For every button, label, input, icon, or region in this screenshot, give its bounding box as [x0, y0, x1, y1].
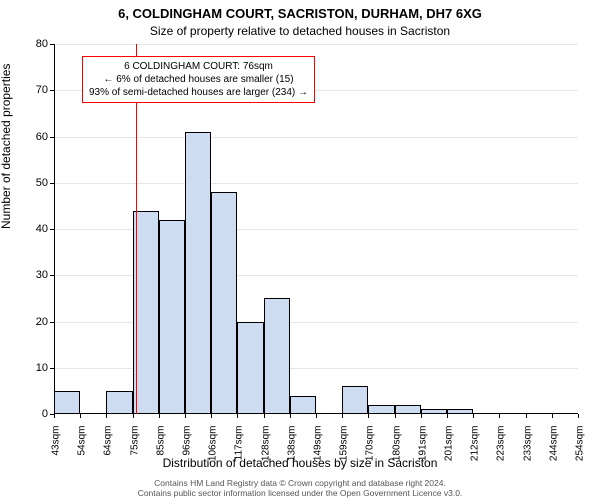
- xtick-mark: [447, 414, 448, 418]
- ytick-label: 60: [0, 131, 48, 143]
- ytick-label: 20: [0, 316, 48, 328]
- histogram-bar: [185, 132, 211, 414]
- annotation-box: 6 COLDINGHAM COURT: 76sqm ← 6% of detach…: [82, 56, 315, 103]
- chart-title-main: 6, COLDINGHAM COURT, SACRISTON, DURHAM, …: [0, 6, 600, 21]
- xtick-mark: [526, 414, 527, 418]
- histogram-bar: [395, 405, 421, 414]
- xtick-mark: [106, 414, 107, 418]
- histogram-bar: [54, 391, 80, 414]
- histogram-bar: [106, 391, 132, 414]
- xtick-mark: [80, 414, 81, 418]
- xtick-mark: [264, 414, 265, 418]
- ytick-label: 50: [0, 177, 48, 189]
- ytick-label: 0: [0, 408, 48, 420]
- histogram-bar: [342, 386, 368, 414]
- xtick-mark: [290, 414, 291, 418]
- histogram-bar: [264, 298, 290, 414]
- ytick-mark: [50, 229, 54, 230]
- xtick-mark: [473, 414, 474, 418]
- ytick-mark: [50, 275, 54, 276]
- xtick-mark: [368, 414, 369, 418]
- ytick-label: 40: [0, 223, 48, 235]
- ytick-label: 70: [0, 84, 48, 96]
- histogram-bar: [421, 409, 447, 414]
- histogram-bar: [447, 409, 473, 414]
- xtick-mark: [54, 414, 55, 418]
- histogram-bar: [237, 322, 263, 415]
- annotation-line3: 93% of semi-detached houses are larger (…: [89, 86, 308, 99]
- annotation-line2: ← 6% of detached houses are smaller (15): [89, 73, 308, 86]
- xtick-mark: [578, 414, 579, 418]
- x-axis-label: Distribution of detached houses by size …: [0, 456, 600, 470]
- xtick-mark: [421, 414, 422, 418]
- xtick-mark: [395, 414, 396, 418]
- ytick-label: 30: [0, 269, 48, 281]
- gridline: [55, 137, 578, 138]
- ytick-mark: [50, 322, 54, 323]
- histogram-bar: [368, 405, 394, 414]
- histogram-bar: [290, 396, 316, 415]
- chart-title-sub: Size of property relative to detached ho…: [0, 24, 600, 38]
- xtick-mark: [316, 414, 317, 418]
- xtick-mark: [185, 414, 186, 418]
- ytick-mark: [50, 90, 54, 91]
- ytick-mark: [50, 368, 54, 369]
- ytick-label: 10: [0, 362, 48, 374]
- footer-attribution: Contains HM Land Registry data © Crown c…: [0, 478, 600, 498]
- chart-root: 6, COLDINGHAM COURT, SACRISTON, DURHAM, …: [0, 0, 600, 500]
- xtick-mark: [211, 414, 212, 418]
- footer-line1: Contains HM Land Registry data © Crown c…: [0, 478, 600, 488]
- annotation-line1: 6 COLDINGHAM COURT: 76sqm: [89, 60, 308, 73]
- histogram-bar: [211, 192, 237, 414]
- xtick-mark: [237, 414, 238, 418]
- xtick-mark: [499, 414, 500, 418]
- ytick-label: 80: [0, 38, 48, 50]
- histogram-bar: [159, 220, 185, 414]
- xtick-mark: [159, 414, 160, 418]
- footer-line2: Contains public sector information licen…: [0, 488, 600, 498]
- xtick-mark: [552, 414, 553, 418]
- ytick-mark: [50, 137, 54, 138]
- ytick-mark: [50, 183, 54, 184]
- gridline: [55, 44, 578, 45]
- xtick-mark: [342, 414, 343, 418]
- gridline: [55, 183, 578, 184]
- ytick-mark: [50, 44, 54, 45]
- xtick-mark: [133, 414, 134, 418]
